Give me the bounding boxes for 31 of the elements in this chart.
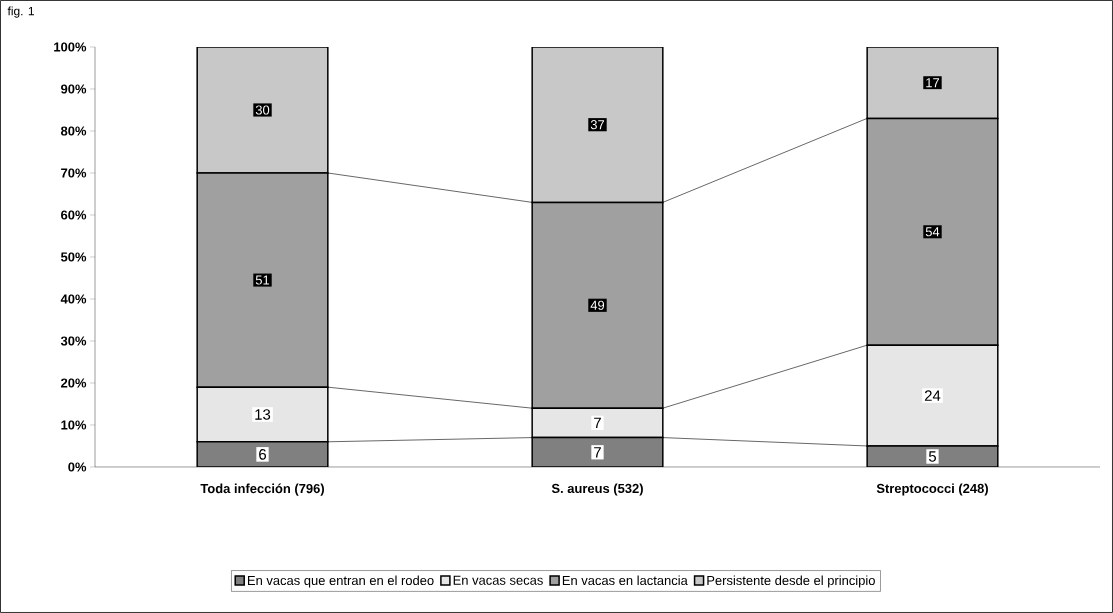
data-label: 51: [255, 275, 270, 285]
y-tick-label: 30%: [60, 336, 87, 346]
data-label: 13: [255, 409, 271, 420]
legend-label: En vacas secas: [453, 575, 543, 585]
data-label: 7: [594, 417, 601, 429]
y-tick-label: 20%: [61, 378, 87, 388]
y-tick-label: 100%: [54, 42, 87, 52]
y-tick-label: 40%: [60, 294, 87, 304]
data-label: 6: [259, 449, 266, 460]
data-label: 37: [590, 120, 605, 130]
data-label: 5: [928, 451, 937, 462]
chart-title: fig. 1: [7, 6, 34, 18]
y-tick-label: 70%: [61, 168, 87, 178]
data-label: 49: [590, 300, 605, 310]
legend-label: Persistente desde el principio: [707, 575, 875, 588]
legend-label: En vacas que entran en el rodeo: [248, 575, 434, 588]
data-label: 24: [924, 390, 941, 401]
data-label: 30: [255, 105, 270, 115]
data-label: 7: [594, 447, 601, 458]
legend-label: En vacas en lactancia: [562, 575, 688, 586]
x-tick-label: S. aureus (532): [551, 483, 643, 496]
x-tick-label: Toda infección (796): [200, 483, 324, 496]
data-label: 17: [926, 78, 940, 88]
y-tick-label: 10%: [61, 420, 87, 430]
data-label: 54: [925, 227, 940, 237]
y-tick-label: 0%: [68, 462, 87, 472]
y-tick-label: 80%: [60, 126, 87, 136]
x-tick-label: Streptococci (248): [876, 483, 988, 496]
y-tick-label: 60%: [61, 210, 87, 220]
y-tick-label: 50%: [60, 252, 87, 262]
y-tick-label: 90%: [61, 84, 87, 94]
